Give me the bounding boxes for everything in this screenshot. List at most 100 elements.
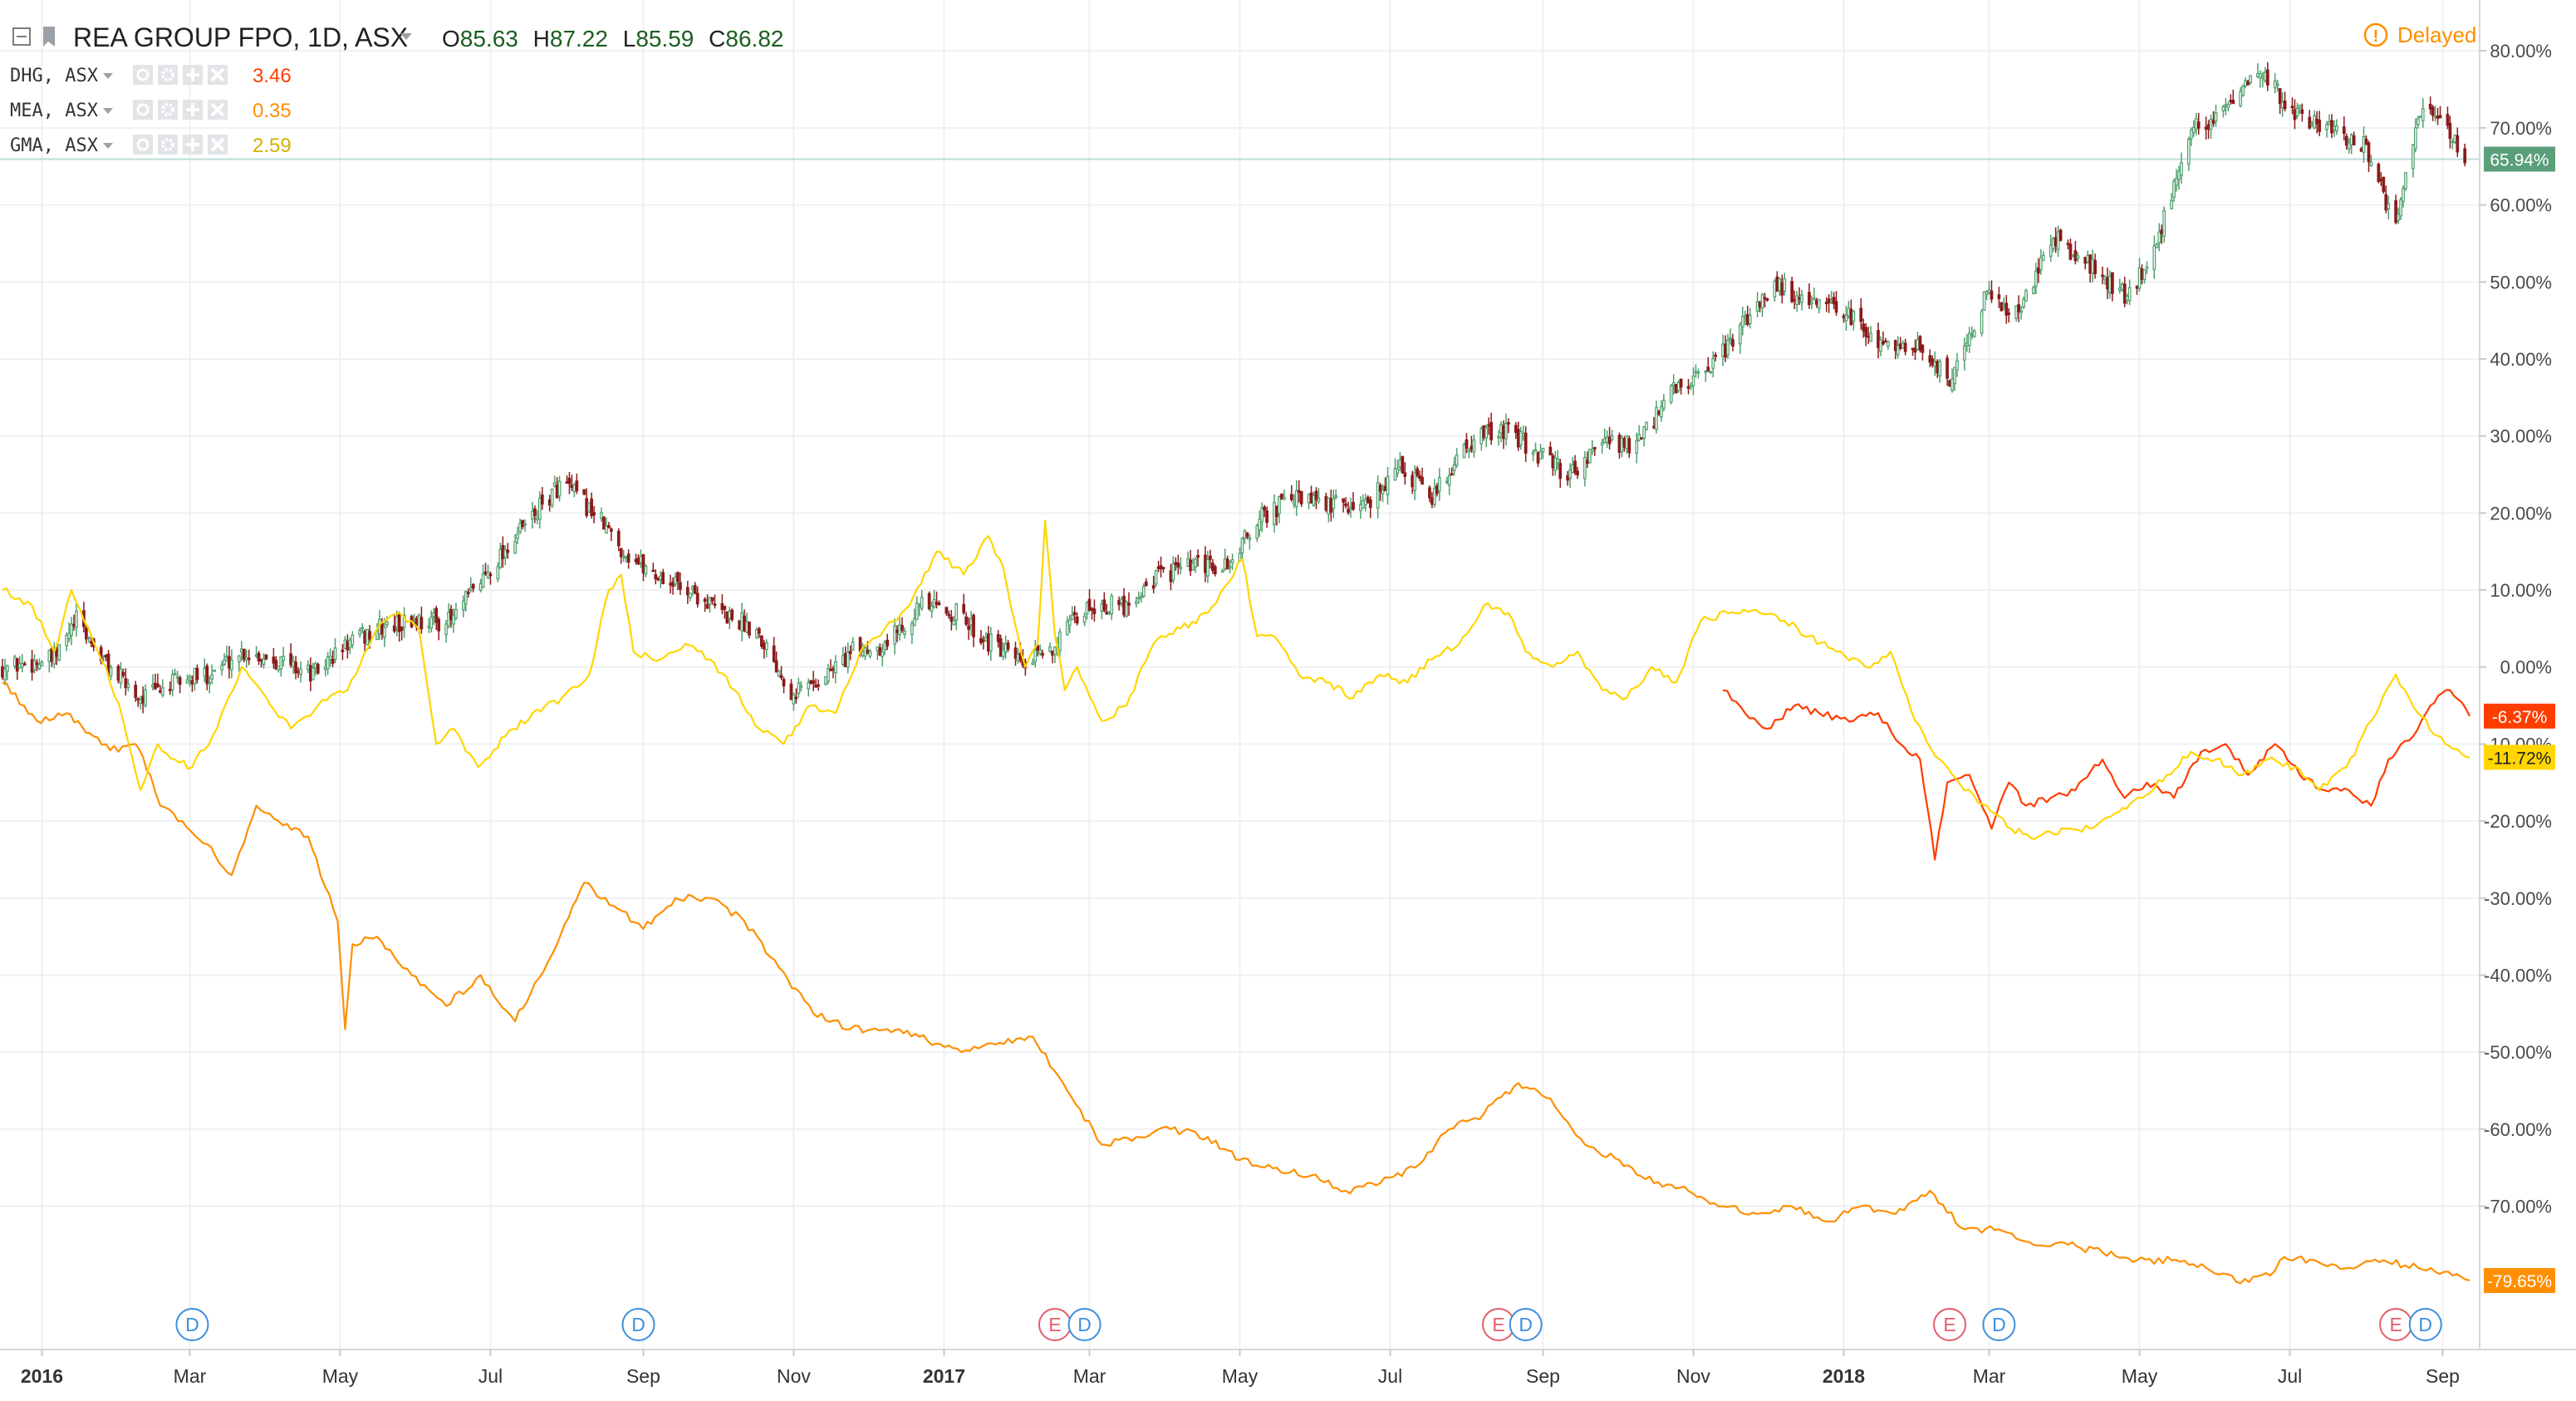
candle-body: [2451, 140, 2455, 144]
svg-text:E: E: [2389, 1314, 2402, 1335]
legend-row-mea[interactable]: MEA, ASX 0.35: [10, 100, 292, 122]
y-tick-label: -60.00%: [2484, 1119, 2552, 1140]
candle-body: [1808, 292, 1811, 306]
candle-body: [1378, 484, 1382, 492]
candle-body: [1738, 324, 1742, 345]
candle-body: [523, 523, 527, 526]
candle-body: [2142, 269, 2147, 280]
candle-body: [498, 548, 503, 568]
candle-body: [1824, 302, 1828, 305]
legend-row-gma[interactable]: GMA, ASX 2.59: [10, 135, 292, 157]
collapse-icon[interactable]: [12, 27, 31, 46]
candle-body: [792, 694, 796, 705]
candle-body: [758, 628, 761, 634]
candle-body: [779, 675, 783, 679]
dividend-marker[interactable]: D: [1982, 1308, 2016, 1341]
candle-body: [2438, 115, 2442, 119]
candle-body: [1502, 425, 1505, 440]
candle-body: [1879, 339, 1882, 352]
gear-icon[interactable]: [158, 65, 178, 85]
eye-icon[interactable]: [133, 135, 153, 155]
dividend-marker[interactable]: D: [2408, 1308, 2442, 1341]
candle-body: [1230, 558, 1234, 563]
candle-body: [1669, 385, 1673, 403]
eye-icon[interactable]: [133, 100, 153, 120]
candle-body: [782, 679, 786, 686]
gear-icon[interactable]: [158, 100, 178, 120]
candle-body: [1381, 489, 1385, 494]
candle-body: [2002, 304, 2006, 307]
candle-body: [878, 646, 882, 656]
dividend-marker[interactable]: D: [621, 1308, 655, 1341]
candle-body: [930, 605, 934, 612]
candle-body: [1652, 425, 1656, 429]
price-axis[interactable]: 80.00% 70.00% 60.00% 50.00% 40.00% 30.00% 20.0…: [2479, 0, 2552, 1349]
candle-body: [1674, 383, 1678, 394]
candle-body: [1800, 294, 1803, 303]
earnings-marker[interactable]: E: [2379, 1308, 2413, 1341]
time-axis[interactable]: 2016 Mar May Jul Sep Nov 2017 Mar May Jul Sep Nov 20…: [0, 1349, 2576, 1387]
chevron-down-icon[interactable]: [103, 108, 113, 114]
candle-body: [1393, 468, 1397, 481]
candle-body: [1125, 602, 1128, 617]
candle-body: [1344, 503, 1347, 507]
candle-body: [979, 637, 983, 643]
gma-last-value-label: -11.72%: [2484, 745, 2555, 770]
dividend-marker[interactable]: D: [1509, 1308, 1543, 1341]
candle-body: [2362, 135, 2366, 154]
dividend-marker[interactable]: D: [175, 1308, 209, 1341]
candle-body: [1401, 455, 1405, 474]
chevron-down-icon[interactable]: [103, 143, 113, 149]
candle-body: [2088, 254, 2093, 274]
candle-body: [383, 627, 386, 638]
candle-body: [464, 591, 468, 605]
candle-body: [656, 578, 660, 581]
candle-body: [2209, 119, 2213, 130]
candle-body: [1416, 468, 1419, 476]
candle-body: [397, 614, 401, 632]
candle-body: [188, 676, 192, 679]
candle-body: [213, 669, 217, 672]
x-tick-label: 2018: [1823, 1365, 1865, 1387]
eye-icon[interactable]: [133, 65, 153, 85]
candle-body: [1016, 653, 1020, 661]
candle-body: [688, 592, 692, 599]
legend-row-dhg[interactable]: DHG, ASX 3.46: [10, 65, 292, 87]
candle-body: [1965, 342, 1969, 347]
legend-value: 2.59: [253, 135, 292, 157]
candle-body: [2160, 229, 2164, 234]
legend-name: MEA, ASX: [10, 101, 99, 121]
candle-body: [1571, 464, 1574, 474]
candle-body: [2053, 237, 2058, 247]
chevron-down-icon[interactable]: [103, 73, 113, 79]
candle-body: [1576, 470, 1579, 476]
candle-body: [363, 631, 367, 644]
flag-icon[interactable]: [43, 27, 55, 47]
symbol-dropdown-icon[interactable]: [400, 33, 412, 40]
candle-body: [693, 585, 697, 594]
symbol-title[interactable]: REA GROUP FPO, 1D, ASX: [73, 22, 408, 52]
candle-body: [2051, 238, 2055, 249]
svg-text:-79.65%: -79.65%: [2487, 1272, 2552, 1291]
candle-body: [2344, 135, 2348, 146]
candle-body: [1265, 510, 1269, 524]
candle-body: [437, 618, 441, 632]
candle-body: [1191, 562, 1195, 571]
delayed-badge[interactable]: ! Delayed: [2363, 22, 2476, 47]
earnings-marker[interactable]: E: [1933, 1308, 1967, 1341]
candle-body: [84, 627, 88, 640]
candle-body: [2024, 290, 2028, 302]
candle-body: [361, 627, 365, 630]
close-value: 86.82: [725, 26, 783, 52]
candle-body: [141, 696, 145, 704]
candle-body: [488, 573, 493, 577]
earnings-marker[interactable]: E: [1038, 1308, 1072, 1341]
candle-body: [1642, 426, 1646, 440]
candle-body: [1479, 427, 1484, 445]
candle-body: [1280, 494, 1283, 499]
gear-icon[interactable]: [158, 135, 178, 155]
dividend-marker[interactable]: D: [1067, 1308, 1102, 1341]
